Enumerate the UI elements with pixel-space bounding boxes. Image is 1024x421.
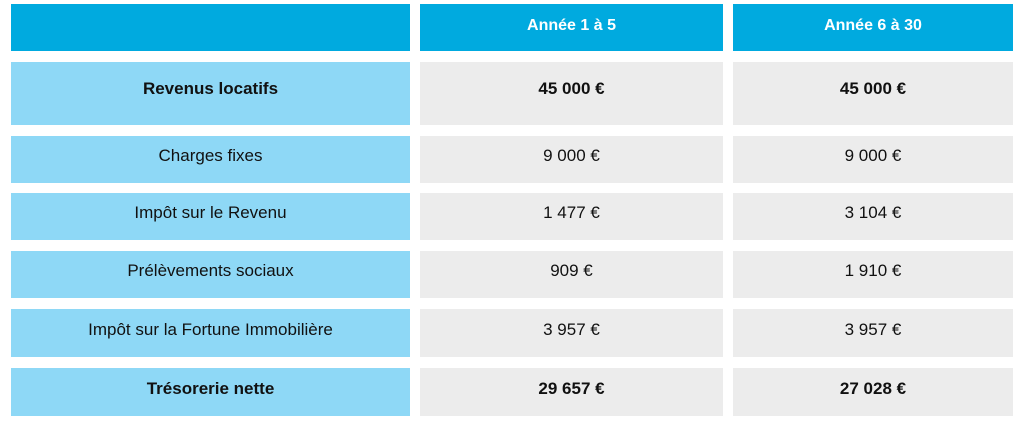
table-header-year-6-30-label: Année 6 à 30: [824, 16, 922, 34]
row-value-text: 909 €: [550, 261, 593, 281]
row-value-impot-revenu-year-1-5: 1 477 €: [420, 193, 723, 240]
table-header-year-1-5: Année 1 à 5: [420, 4, 723, 51]
row-value-text: 1 477 €: [543, 203, 600, 223]
row-value-charges-fixes-year-1-5: 9 000 €: [420, 136, 723, 183]
row-value-text: 3 104 €: [844, 203, 902, 223]
row-value-tresorerie-nette-year-6-30: 27 028 €: [733, 368, 1013, 416]
row-value-text: 27 028 €: [839, 378, 907, 398]
row-label-text: Impôt sur le Revenu: [134, 203, 287, 223]
row-label-text: Prélèvements sociaux: [127, 261, 294, 281]
table-header-corner: [11, 4, 410, 51]
row-value-text: 45 000 €: [839, 79, 907, 99]
row-value-text: 1 910 €: [844, 261, 902, 281]
row-label-prelevements-sociaux: Prélèvements sociaux: [11, 251, 410, 298]
row-value-impot-revenu-year-6-30: 3 104 €: [733, 193, 1013, 240]
row-value-text: 9 000 €: [844, 146, 902, 166]
row-value-ifi-year-1-5: 3 957 €: [420, 309, 723, 357]
row-value-prelevements-sociaux-year-6-30: 1 910 €: [733, 251, 1013, 298]
row-label-text: Charges fixes: [158, 146, 263, 166]
row-label-impot-revenu: Impôt sur le Revenu: [11, 193, 410, 240]
row-value-text: 3 957 €: [844, 319, 902, 339]
row-value-prelevements-sociaux-year-1-5: 909 €: [420, 251, 723, 298]
row-label-text: Impôt sur la Fortune Immobilière: [88, 319, 333, 339]
table-header-year-1-5-label: Année 1 à 5: [527, 16, 616, 34]
row-value-ifi-year-6-30: 3 957 €: [733, 309, 1013, 357]
row-value-tresorerie-nette-year-1-5: 29 657 €: [420, 368, 723, 416]
row-label-charges-fixes: Charges fixes: [11, 136, 410, 183]
row-label-ifi: Impôt sur la Fortune Immobilière: [11, 309, 410, 357]
row-value-text: 45 000 €: [538, 79, 605, 99]
row-value-revenus-locatifs-year-6-30: 45 000 €: [733, 62, 1013, 125]
row-label-text: Revenus locatifs: [142, 79, 279, 99]
row-value-text: 29 657 €: [538, 378, 605, 398]
row-label-revenus-locatifs: Revenus locatifs: [11, 62, 410, 125]
row-value-text: 9 000 €: [543, 146, 600, 166]
row-label-text: Trésorerie nette: [146, 378, 275, 398]
row-value-revenus-locatifs-year-1-5: 45 000 €: [420, 62, 723, 125]
table-header-year-6-30: Année 6 à 30: [733, 4, 1013, 51]
row-label-tresorerie-nette: Trésorerie nette: [11, 368, 410, 416]
row-value-charges-fixes-year-6-30: 9 000 €: [733, 136, 1013, 183]
row-value-text: 3 957 €: [543, 319, 600, 339]
